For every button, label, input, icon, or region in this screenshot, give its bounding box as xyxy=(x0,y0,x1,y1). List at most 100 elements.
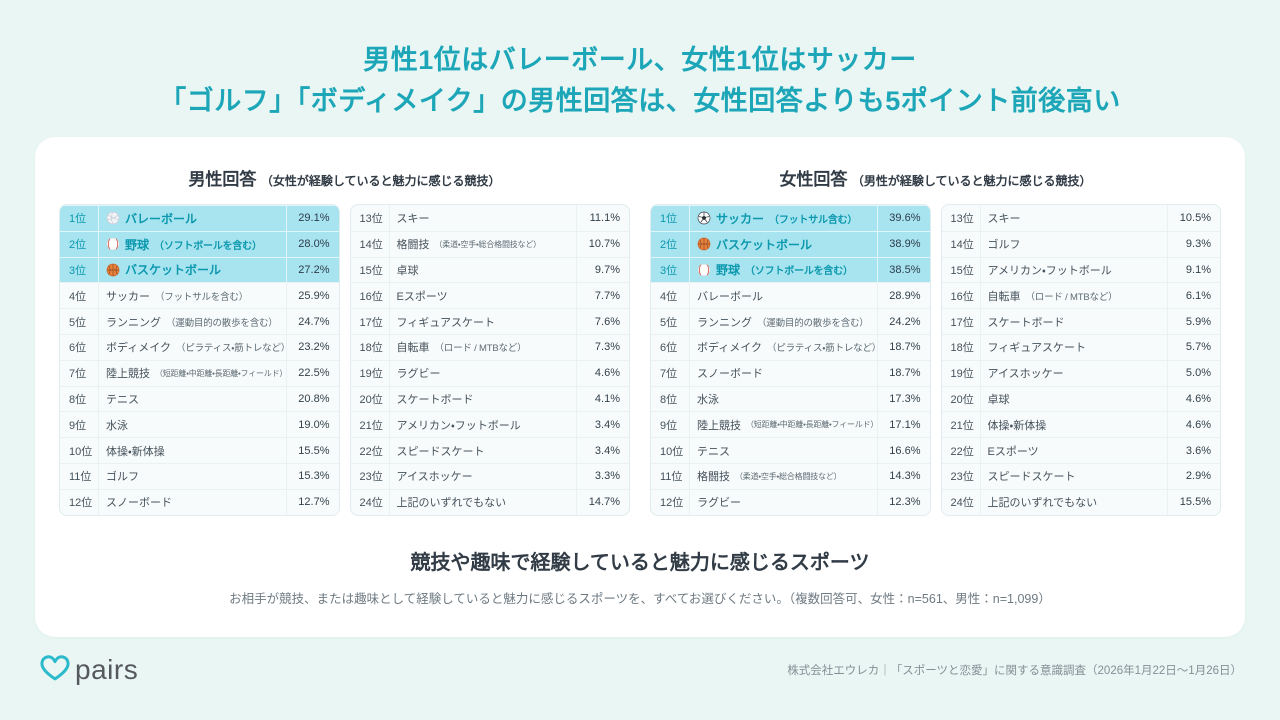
table-row: 12位 スノーボード 12.7% xyxy=(60,488,339,515)
basketball-icon xyxy=(697,237,711,251)
sport-name: バレーボール xyxy=(697,290,763,303)
table-row: 22位 スピードスケート 3.4% xyxy=(350,437,629,463)
sport-name-cell: 水泳 xyxy=(99,417,286,433)
percent-cell: 3.4% xyxy=(576,438,629,463)
rank-cell: 18位 xyxy=(351,334,390,360)
percent-cell: 38.9% xyxy=(876,231,930,257)
percent-cell: 11.1% xyxy=(576,205,629,231)
sport-name: 上記のいずれでもない xyxy=(396,497,507,510)
sport-note: （ピラティス・筋トレなど） xyxy=(176,343,286,355)
female-answers-title: 女性回答 （男性が経験していると魅力に感じる競技） xyxy=(650,165,1221,190)
sport-name: スケートボード xyxy=(987,316,1065,329)
sport-name-cell: 自転車 （ロード / MTBなど） xyxy=(390,339,577,355)
table-row: 15位 卓球 9.7% xyxy=(350,256,629,283)
sport-name-cell: 卓球 xyxy=(981,391,1168,407)
percent-cell: 22.5% xyxy=(285,360,339,386)
rank-cell: 19位 xyxy=(351,360,390,386)
rank-cell: 13位 xyxy=(351,205,390,231)
sport-name: スピードスケート xyxy=(396,445,485,458)
percent-cell: 7.7% xyxy=(576,283,629,309)
rank-cell: 7位 xyxy=(60,360,99,386)
sport-note: （フットサルを含む） xyxy=(155,291,249,303)
sport-name: フィギュアスケート xyxy=(396,316,496,329)
rank-cell: 2位 xyxy=(60,231,99,257)
sport-note: （短距離・中距離・長距離・フィールド） xyxy=(746,420,877,430)
female-ranking-table-13-24: 13位 スキー 10.5% 14位 ゴルフ 9.3% 15位 アメリカン・フットボール 9.1%… xyxy=(940,204,1221,516)
rank-cell: 5位 xyxy=(651,309,690,334)
table-row: 9位 陸上競技 （短距離・中距離・長距離・フィールド） 17.1% xyxy=(651,411,930,438)
table-row: 8位 水泳 17.3% xyxy=(651,385,930,412)
sport-name-cell: 体操・新体操 xyxy=(981,417,1168,433)
soccer-icon xyxy=(697,211,711,225)
table-row: 14位 ゴルフ 9.3% xyxy=(941,230,1220,257)
percent-cell: 5.9% xyxy=(1167,309,1220,334)
survey-question-note: お相手が競技、または趣味として経験していると魅力に感じるスポーツを、すべてお選び… xyxy=(229,591,1051,606)
results-card: 男性回答 （女性が経験していると魅力に感じる競技） 1位 バレーボール 29.1% 2… xyxy=(35,137,1245,637)
sport-name: 自転車 xyxy=(396,342,430,355)
male-answers-title: 男性回答 （女性が経験していると魅力に感じる競技） xyxy=(59,165,630,190)
rank-cell: 15位 xyxy=(351,257,390,283)
sport-name: 陸上競技 xyxy=(106,368,150,381)
table-row: 11位 格闘技 （柔道・空手・総合格闘技など） 14.3% xyxy=(651,462,930,489)
sport-name-cell: ボディメイク （ピラティス・筋トレなど） xyxy=(690,339,877,355)
rank-cell: 8位 xyxy=(60,386,99,412)
sport-name: ゴルフ xyxy=(106,471,139,484)
sport-name-cell: スケートボード xyxy=(981,314,1168,330)
sport-name: 体操・新体操 xyxy=(106,445,165,458)
table-row: 17位 スケートボード 5.9% xyxy=(941,308,1220,334)
rank-cell: 1位 xyxy=(651,206,690,231)
percent-cell: 20.8% xyxy=(285,386,339,412)
rank-cell: 22位 xyxy=(351,438,390,463)
percent-cell: 15.5% xyxy=(1167,489,1220,515)
table-row: 6位 ボディメイク （ピラティス・筋トレなど） 18.7% xyxy=(651,333,930,360)
sport-name-cell: スキー xyxy=(390,210,577,226)
sport-name: アメリカン・フットボール xyxy=(987,264,1112,277)
basketball-icon xyxy=(106,263,120,277)
rank-cell: 15位 xyxy=(942,257,981,283)
survey-source-text: 株式会社エウレカ｜「スポーツと恋愛」に関する意識調査（2026年1月22日〜1月… xyxy=(787,664,1242,677)
sport-name-cell: ゴルフ xyxy=(981,236,1168,252)
sport-name-cell: 格闘技 （柔道・空手・総合格闘技など） xyxy=(690,468,877,484)
sport-name: 水泳 xyxy=(106,419,128,432)
sport-name-cell: アイスホッケー xyxy=(981,365,1168,381)
sport-name-cell: スノーボード xyxy=(690,365,877,381)
rank-cell: 11位 xyxy=(651,463,690,489)
sport-note: （ロード / MTBなど） xyxy=(434,343,527,355)
table-row: 10位 体操・新体操 15.5% xyxy=(60,437,339,463)
table-row: 5位 ランニング （運動目的の散歩を含む） 24.7% xyxy=(60,308,339,334)
table-row: 4位 サッカー （フットサルを含む） 25.9% xyxy=(60,282,339,309)
table-row: 24位 上記のいずれでもない 14.7% xyxy=(350,488,629,515)
table-row: 14位 格闘技 （柔道・空手・総合格闘技など） 10.7% xyxy=(350,230,629,257)
table-row: 13位 スキー 11.1% xyxy=(351,205,630,231)
sport-name: スピードスケート xyxy=(987,471,1076,484)
sport-name-cell: アメリカン・フットボール xyxy=(390,417,577,433)
rank-cell: 17位 xyxy=(942,309,981,334)
table-row: 13位 スキー 10.5% xyxy=(942,205,1221,231)
percent-cell: 7.6% xyxy=(576,309,629,334)
percent-cell: 3.4% xyxy=(576,412,629,438)
table-row: 18位 自転車 （ロード / MTBなど） 7.3% xyxy=(350,333,629,360)
sport-name-cell: 上記のいずれでもない xyxy=(981,494,1168,510)
female-ranking-table-1-12: 1位 サッカー （フットサル含む） 39.6% 2位 バスケットボール 38.9% 3位 野球 （… xyxy=(650,204,931,516)
sport-note: （ピラティス・筋トレなど） xyxy=(767,343,877,355)
sport-name-cell: ランニング （運動目的の散歩を含む） xyxy=(99,314,286,330)
sport-name-cell: 野球 （ソフトボールを含む） xyxy=(99,236,286,253)
percent-cell: 12.3% xyxy=(876,489,930,515)
table-row: 7位 スノーボード 18.7% xyxy=(651,359,930,386)
table-row: 21位 アメリカン・フットボール 3.4% xyxy=(350,411,629,438)
sport-name: 体操・新体操 xyxy=(987,419,1047,432)
table-row: 2位 バスケットボール 38.9% xyxy=(651,230,930,257)
rank-cell: 21位 xyxy=(942,412,981,438)
table-row: 24位 上記のいずれでもない 15.5% xyxy=(941,488,1220,515)
table-row: 12位 ラグビー 12.3% xyxy=(651,488,930,515)
rank-cell: 7位 xyxy=(651,360,690,386)
sport-name: 水泳 xyxy=(697,393,719,406)
sport-name: 陸上競技 xyxy=(697,419,741,432)
table-row: 16位 自転車 （ロード / MTBなど） 6.1% xyxy=(941,282,1220,309)
rank-cell: 4位 xyxy=(651,283,690,309)
rank-cell: 21位 xyxy=(351,412,390,438)
sport-name-cell: サッカー （フットサルを含む） xyxy=(99,288,286,304)
sport-note: （ロード / MTBなど） xyxy=(1025,291,1118,303)
percent-cell: 10.7% xyxy=(576,231,629,257)
sport-name-cell: 上記のいずれでもない xyxy=(390,494,577,510)
